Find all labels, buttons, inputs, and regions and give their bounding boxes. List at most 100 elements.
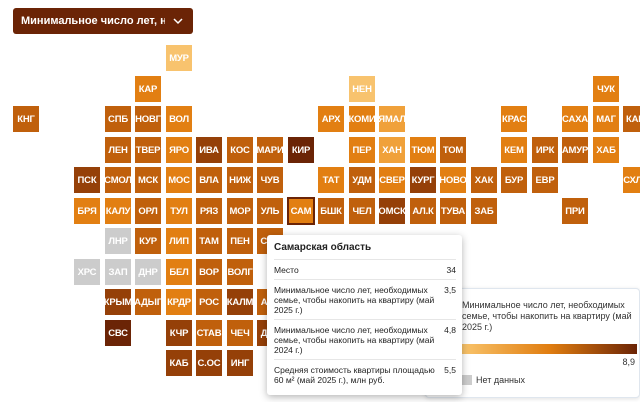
region-tile[interactable]: АЛ.К (410, 198, 436, 224)
region-tile[interactable]: КЕМ (501, 137, 527, 163)
region-tile[interactable]: БУР (501, 167, 527, 193)
tooltip-row-label: Минимальное число лет, необходимых семье… (274, 285, 435, 315)
region-tile[interactable]: С.ОС (196, 350, 222, 376)
metric-dropdown-label: Минимальное число лет, нео... (21, 15, 165, 27)
region-tile[interactable]: ЧЕЧ (227, 320, 253, 346)
region-tile[interactable]: ТЮМ (410, 137, 436, 163)
legend-color-scale (462, 344, 637, 354)
region-tile[interactable]: ВОЛГ (227, 259, 253, 285)
region-tile[interactable]: ПЕН (227, 228, 253, 254)
region-tile[interactable]: ВОЛ (166, 106, 192, 132)
region-tile[interactable]: БШК (318, 198, 344, 224)
legend-no-data-label: Нет данных (476, 375, 525, 385)
region-tile[interactable]: БРЯ (74, 198, 100, 224)
region-tile[interactable]: ОРЛ (135, 198, 161, 224)
region-tile[interactable]: ПСК (74, 167, 100, 193)
region-tile[interactable]: НИЖ (227, 167, 253, 193)
chevron-down-icon (173, 18, 183, 25)
region-tile[interactable]: КОМИ (348, 106, 376, 132)
region-tile[interactable]: КУРГ (410, 167, 436, 193)
region-tile[interactable]: АМУР (562, 137, 588, 163)
region-tile[interactable]: ЯРО (166, 137, 192, 163)
region-tile[interactable]: КРЫМ (104, 289, 132, 315)
region-tile[interactable]: УЛЬ (257, 198, 283, 224)
region-tile[interactable]: УДМ (349, 167, 375, 193)
region-tile[interactable]: ХРС (74, 259, 100, 285)
region-tile[interactable]: ЗАП (105, 259, 131, 285)
region-tile[interactable]: ЗАБ (471, 198, 497, 224)
region-tile[interactable]: МАГ (593, 106, 619, 132)
legend-max-label: 8,9 (622, 357, 635, 367)
region-tile[interactable]: КАЛУ (105, 198, 131, 224)
region-tile[interactable]: МОР (227, 198, 253, 224)
region-tile[interactable]: МАРИ (256, 137, 284, 163)
region-tile[interactable]: КОС (227, 137, 253, 163)
region-tile[interactable]: КАБ (166, 350, 192, 376)
tooltip-row-label: Минимальное число лет, необходимых семье… (274, 325, 435, 355)
region-tile[interactable]: ИНГ (227, 350, 253, 376)
region-tile[interactable]: ХАК (471, 167, 497, 193)
region-tile[interactable]: АРХ (318, 106, 344, 132)
region-tile[interactable]: ВЛА (196, 167, 222, 193)
region-tile[interactable]: ОМСК (378, 198, 406, 224)
tooltip-row: Средняя стоимость квартиры площадью 60 м… (274, 359, 456, 389)
region-tile[interactable]: КАЛМ (227, 289, 253, 315)
region-tile[interactable]: ЧУК (593, 76, 619, 102)
region-tile[interactable]: КРАС (501, 106, 527, 132)
tooltip-row-value: 5,5 (444, 365, 456, 375)
metric-dropdown[interactable]: Минимальное число лет, нео... (13, 8, 193, 34)
region-tile[interactable]: СПБ (105, 106, 131, 132)
region-tile[interactable]: ЯМАЛ (378, 106, 406, 132)
region-tile[interactable]: БЕЛ (166, 259, 192, 285)
region-tile[interactable]: АДЫГ (134, 289, 162, 315)
region-tile[interactable]: ЧЕЛ (349, 198, 375, 224)
region-tile[interactable]: ИВА (196, 137, 222, 163)
region-tile[interactable]: ХАБ (593, 137, 619, 163)
region-tile[interactable]: ЛИП (166, 228, 192, 254)
region-tile[interactable]: ТАТ (318, 167, 344, 193)
region-tile[interactable]: ТВЕР (135, 137, 161, 163)
region-tile[interactable]: КЧР (166, 320, 192, 346)
region-tile[interactable]: СТАВ (196, 320, 222, 346)
region-tile[interactable]: КАМ (623, 106, 640, 132)
region-tile[interactable]: ТУЛ (166, 198, 192, 224)
region-tile[interactable]: ЛНР (105, 228, 131, 254)
region-tile[interactable]: КИР (288, 137, 314, 163)
tooltip-row: Минимальное число лет, необходимых семье… (274, 319, 456, 359)
region-tile[interactable]: КНГ (13, 106, 39, 132)
legend-title: Минимальное число лет, необходимых семье… (462, 300, 632, 332)
region-tile[interactable]: ПРИ (562, 198, 588, 224)
region-tile[interactable]: ЧУВ (257, 167, 283, 193)
region-tile[interactable]: НОВГ (135, 106, 161, 132)
region-tile[interactable]: СМОЛ (104, 167, 132, 193)
region-tile[interactable]: САХА (562, 106, 588, 132)
region-tile[interactable]: ЕВР (532, 167, 558, 193)
region-tile[interactable]: НОВО (439, 167, 467, 193)
region-tile[interactable]: КАР (135, 76, 161, 102)
region-tile[interactable]: СВЕР (379, 167, 405, 193)
region-tile[interactable]: ВОР (196, 259, 222, 285)
region-tile[interactable]: КУР (135, 228, 161, 254)
tooltip-row: Место 34 (274, 259, 456, 279)
region-tile[interactable]: ТУВА (440, 198, 466, 224)
tooltip-row: Минимальное число лет, необходимых семье… (274, 279, 456, 319)
region-tile[interactable]: НЕН (349, 76, 375, 102)
region-tile[interactable]: ХАН (379, 137, 405, 163)
region-tile[interactable]: РЯЗ (196, 198, 222, 224)
region-tile[interactable]: РОС (196, 289, 222, 315)
tooltip-row-value: 3,5 (444, 285, 456, 295)
region-tile[interactable]: САМ (287, 197, 315, 225)
region-tile[interactable]: СХЛН (623, 167, 640, 193)
region-tile[interactable]: МУР (166, 45, 192, 71)
region-tile[interactable]: СВС (105, 320, 131, 346)
region-tile[interactable]: КРДР (166, 289, 192, 315)
region-tile[interactable]: ЛЕН (105, 137, 131, 163)
legend-no-data-swatch (462, 375, 472, 385)
region-tile[interactable]: ПЕР (349, 137, 375, 163)
region-tile[interactable]: МОС (166, 167, 192, 193)
region-tile[interactable]: ИРК (532, 137, 558, 163)
region-tile[interactable]: ТАМ (196, 228, 222, 254)
region-tile[interactable]: ДНР (135, 259, 161, 285)
region-tile[interactable]: МСК (135, 167, 161, 193)
region-tile[interactable]: ТОМ (440, 137, 466, 163)
